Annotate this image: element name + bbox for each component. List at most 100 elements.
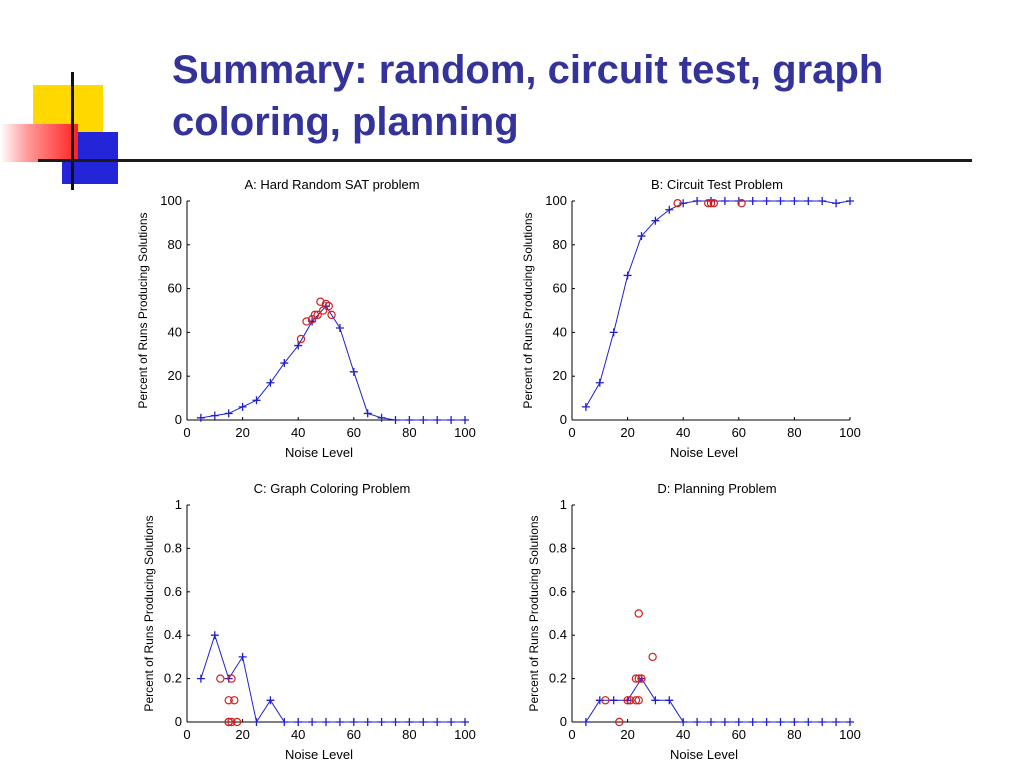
data-point-plus [196, 674, 205, 683]
x-tick-label: 80 [787, 425, 801, 440]
data-point-plus [280, 359, 289, 368]
data-point-plus [846, 197, 854, 205]
data-point-circle [601, 696, 610, 705]
data-point-plus [790, 718, 799, 726]
data-point-plus [210, 631, 219, 640]
y-tick-label: 0.8 [549, 540, 567, 555]
data-point-plus [762, 718, 771, 726]
data-point-plus [679, 199, 688, 208]
data-point-plus [252, 718, 261, 726]
chart-title: D: Planning Problem [657, 481, 776, 496]
y-tick-label: 20 [168, 368, 182, 383]
data-point-plus [776, 197, 785, 205]
x-tick-label: 20 [620, 727, 634, 742]
x-tick-label: 60 [347, 425, 361, 440]
data-point-plus [748, 718, 757, 726]
data-point-plus [637, 232, 646, 241]
decor-vertical-line [71, 72, 74, 190]
data-point-circle [316, 297, 325, 306]
data-point-plus [349, 718, 358, 726]
data-point-circle [737, 198, 746, 208]
data-point-plus [818, 718, 827, 726]
data-point-plus [818, 197, 827, 205]
x-tick-label: 0 [568, 727, 575, 742]
data-point-plus [832, 199, 841, 208]
data-point-plus [734, 718, 743, 726]
data-point-circle [230, 696, 239, 705]
slide-title: Summary: random, circuit test, graph col… [172, 44, 1012, 148]
data-point-circle [216, 674, 225, 683]
y-tick-label: 0.2 [549, 671, 567, 686]
data-point-plus [447, 718, 456, 726]
chart-c-graph-coloring: 0 20 40 60 80 100 0 0.2 0.4 0.6 0.8 1 C: Graph Color… [142, 481, 476, 762]
data-point-circle [634, 609, 643, 618]
data-point-plus [377, 413, 386, 422]
data-point-circle [227, 674, 236, 683]
data-point-plus [651, 696, 660, 705]
data-point-plus [707, 718, 715, 726]
y-tick-label: 1 [560, 497, 567, 512]
data-point-plus [720, 718, 729, 726]
y-tick-label: 60 [553, 281, 567, 296]
x-axis-label: Noise Level [670, 445, 738, 460]
data-point-plus [419, 416, 428, 424]
data-point-plus [581, 402, 590, 411]
data-point-circle [623, 696, 632, 705]
data-point-plus [266, 696, 275, 705]
x-tick-label: 40 [676, 727, 690, 742]
data-point-plus [651, 216, 660, 225]
data-point-plus [391, 718, 400, 726]
y-tick-label: 40 [168, 324, 182, 339]
data-point-circle [227, 717, 236, 727]
data-point-plus [595, 378, 604, 387]
data-point-plus [294, 718, 303, 726]
data-point-plus [595, 696, 604, 705]
data-point-circle [637, 674, 646, 683]
data-point-plus [238, 652, 247, 661]
x-tick-label: 80 [402, 727, 416, 742]
data-point-circle [313, 310, 322, 320]
x-tick-label: 0 [568, 425, 575, 440]
x-tick-label: 40 [291, 727, 305, 742]
data-point-plus [804, 197, 813, 205]
data-point-plus [665, 696, 674, 705]
data-point-plus [748, 197, 757, 205]
data-point-circle [615, 717, 624, 727]
x-tick-label: 100 [454, 425, 476, 440]
data-point-plus [693, 718, 702, 726]
x-tick-label: 0 [183, 425, 190, 440]
data-point-plus [196, 413, 205, 422]
y-tick-label: 100 [160, 193, 182, 208]
slide-title-line1: Summary: random, circuit test, graph [172, 48, 884, 92]
x-tick-label: 60 [347, 727, 361, 742]
data-point-circle [324, 301, 333, 311]
data-point-plus [238, 402, 247, 411]
data-point-circle [704, 198, 713, 208]
x-tick-label: 20 [620, 425, 634, 440]
title-divider [38, 159, 972, 162]
data-point-plus [405, 718, 414, 726]
x-tick-label: 40 [676, 425, 690, 440]
data-point-plus [210, 411, 219, 420]
x-axis-label: Noise Level [285, 747, 353, 762]
data-point-plus [609, 696, 618, 705]
chart-title: C: Graph Coloring Problem [254, 481, 411, 496]
data-point-plus [391, 416, 400, 424]
y-tick-label: 0.6 [164, 584, 182, 599]
data-point-plus [322, 718, 330, 726]
decor-red-bar [0, 124, 78, 162]
x-tick-label: 0 [183, 727, 190, 742]
data-point-plus [363, 718, 372, 726]
data-point-plus [280, 718, 289, 726]
y-axis-label: Percent of Runs Producing Solutions [527, 515, 541, 711]
x-tick-label: 80 [402, 425, 416, 440]
x-tick-label: 60 [732, 727, 746, 742]
data-point-plus [419, 718, 428, 726]
x-tick-label: 80 [787, 727, 801, 742]
y-tick-label: 80 [168, 237, 182, 252]
data-point-circle [224, 696, 233, 705]
data-point-plus [433, 416, 442, 424]
x-tick-label: 40 [291, 425, 305, 440]
data-point-plus [335, 324, 344, 333]
data-point-plus [693, 197, 702, 205]
